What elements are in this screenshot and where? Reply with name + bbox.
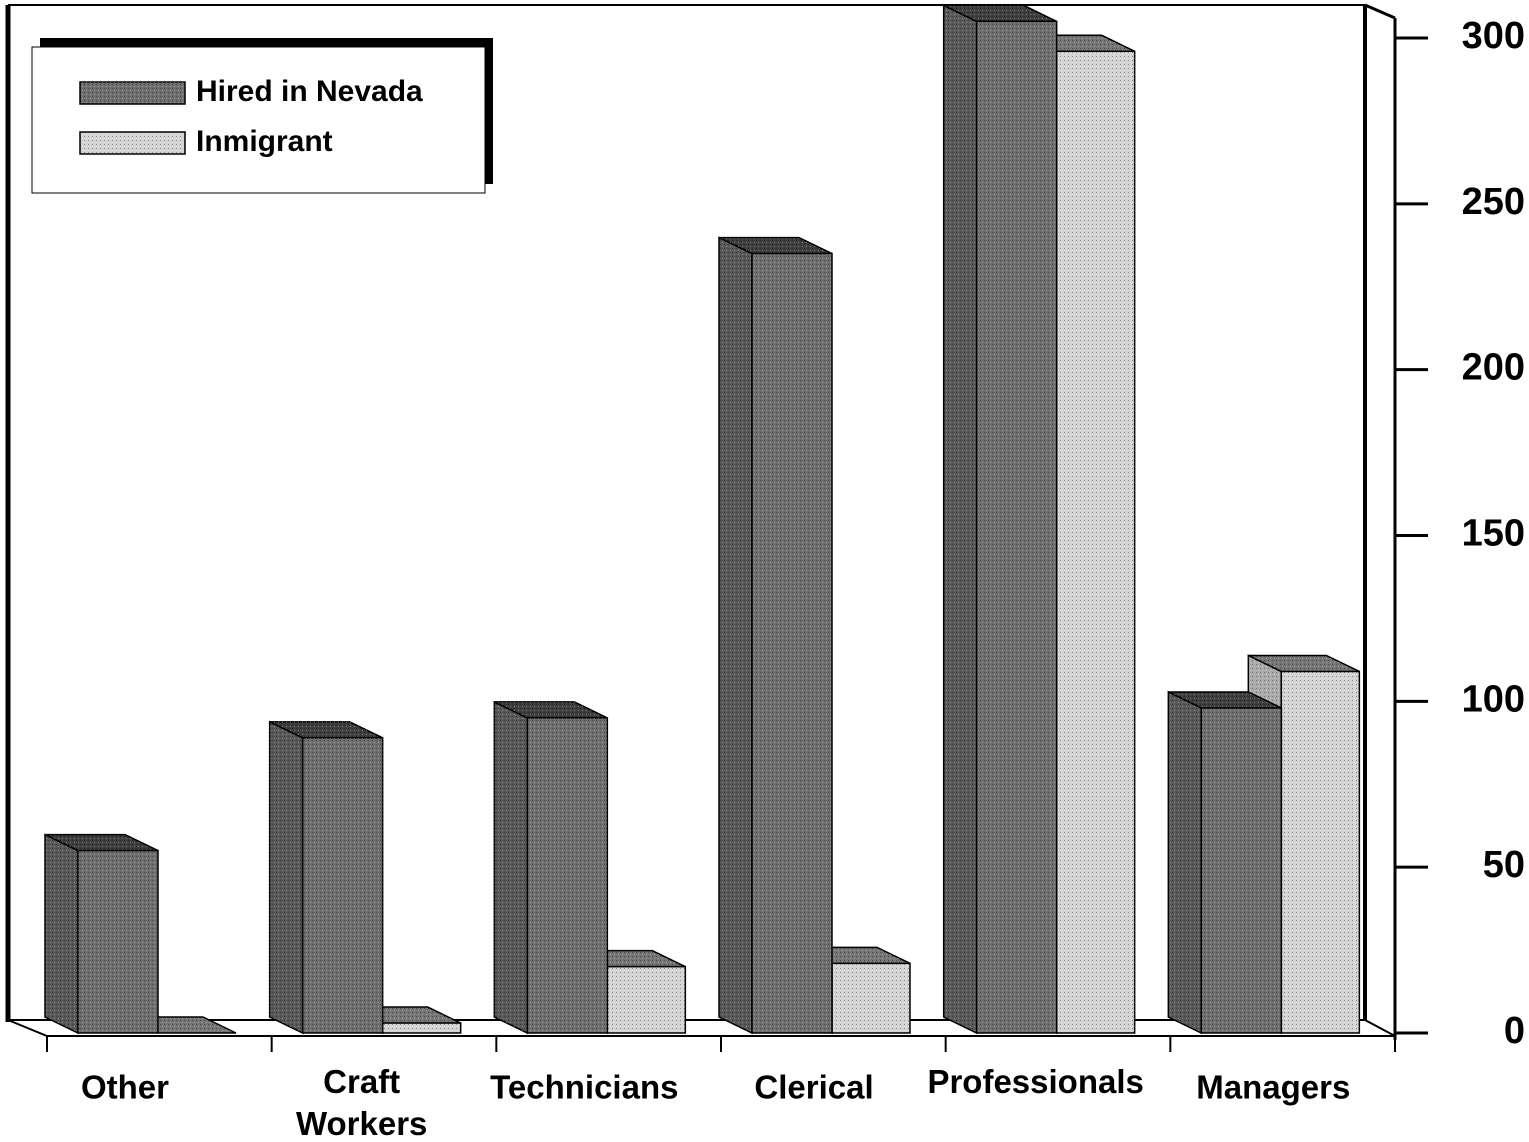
x-tick-label: Professionals: [927, 1063, 1143, 1100]
bar-texture: [943, 5, 977, 1034]
legend: [31, 46, 486, 194]
bar: [44, 833, 159, 1035]
bar: [1167, 690, 1283, 1035]
y-tick-label: 150: [1462, 513, 1525, 555]
y-tick-label: 50: [1483, 844, 1525, 886]
bar-texture: [269, 721, 383, 738]
bar-texture: [494, 701, 528, 1033]
bar-texture: [382, 1023, 461, 1033]
bar-texture: [607, 966, 686, 1033]
x-tick-label: Managers: [1196, 1069, 1350, 1106]
bar-texture: [1168, 691, 1282, 708]
x-tick-label: Technicians: [490, 1069, 678, 1106]
bar-texture: [269, 721, 303, 1033]
bar-texture: [78, 850, 158, 1033]
bar: [268, 720, 384, 1035]
bar-texture: [943, 5, 1057, 22]
bar-texture: [1056, 51, 1135, 1034]
bar-texture: [494, 701, 608, 718]
legend-label: Inmigrant: [196, 125, 333, 158]
legend-label: Hired in Nevada: [196, 75, 423, 108]
y-tick-label: 200: [1462, 347, 1525, 389]
bar-texture: [832, 963, 910, 1033]
bar-texture: [976, 21, 1057, 1033]
bar-texture: [45, 834, 78, 1033]
bar-texture: [1281, 671, 1360, 1033]
x-tick-label: Craft Workers: [296, 1063, 427, 1142]
bar-texture: [752, 253, 832, 1034]
bar-texture: [1168, 691, 1202, 1033]
bar-texture: [45, 834, 158, 851]
bar: [718, 236, 833, 1035]
x-tick-label: Clerical: [754, 1069, 873, 1106]
legend-swatch-texture: [80, 132, 185, 154]
axis-cap: [1364, 3, 1396, 20]
y-tick-label: 0: [1504, 1010, 1525, 1052]
bar-texture: [1201, 707, 1282, 1033]
y-tick-label: 250: [1462, 181, 1525, 223]
y-tick-label: 100: [1462, 678, 1525, 720]
bar: [493, 700, 609, 1035]
bar-texture: [302, 737, 383, 1033]
bar-texture: [527, 717, 608, 1033]
y-tick-label: 300: [1462, 15, 1525, 57]
legend-swatch-texture: [80, 82, 185, 104]
bar: [942, 4, 1058, 1035]
bar-texture: [719, 237, 832, 254]
bar-texture: [719, 237, 752, 1034]
x-tick-label: Other: [81, 1069, 169, 1106]
bar-texture: [1248, 655, 1360, 672]
